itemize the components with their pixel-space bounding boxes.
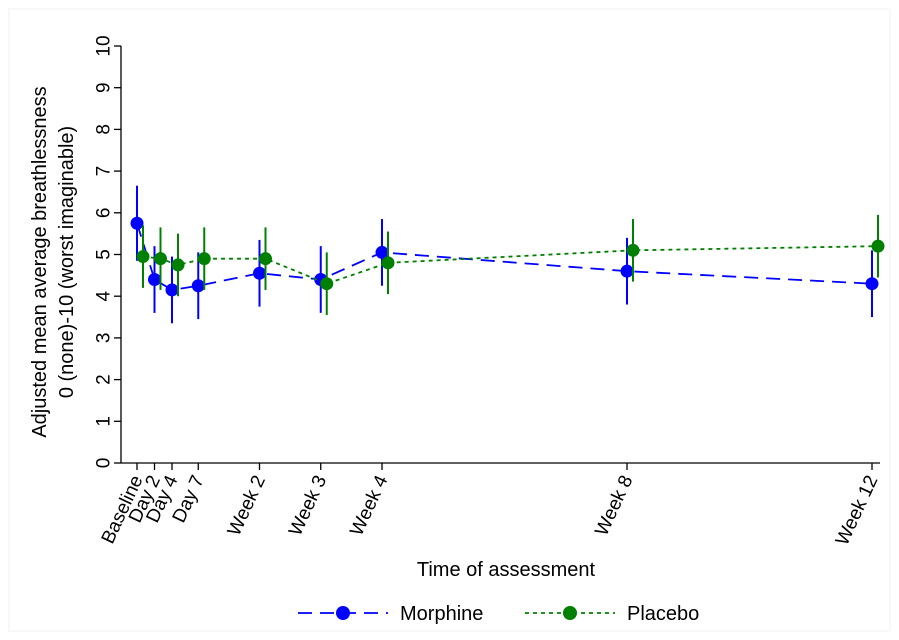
data-point-placebo bbox=[381, 256, 395, 270]
outer-frame bbox=[8, 8, 891, 632]
series-placebo bbox=[136, 214, 885, 315]
data-point-morphine bbox=[375, 245, 389, 259]
data-point-placebo bbox=[171, 258, 185, 272]
data-point-morphine bbox=[191, 279, 205, 293]
legend-label-morphine: Morphine bbox=[400, 603, 483, 625]
y-tick-label: 7 bbox=[94, 166, 115, 177]
y-tick-label: 1 bbox=[94, 416, 115, 427]
data-point-placebo bbox=[154, 252, 167, 266]
y-tick-label: 3 bbox=[94, 333, 115, 344]
y-tick-label: 6 bbox=[94, 208, 115, 219]
y-axis: 0 1 2 3 4 5 6 7 8 9 10 bbox=[94, 35, 122, 469]
data-point-placebo bbox=[197, 252, 211, 266]
data-point-morphine bbox=[165, 283, 179, 297]
y-tick-label: 9 bbox=[94, 82, 115, 93]
data-point-placebo bbox=[626, 243, 640, 257]
y-tick-label: 5 bbox=[94, 249, 115, 260]
data-point-placebo bbox=[871, 239, 885, 253]
data-point-morphine bbox=[865, 277, 879, 291]
data-point-morphine bbox=[130, 216, 144, 230]
y-tick-label: 0 bbox=[94, 458, 115, 469]
y-tick-label: 2 bbox=[94, 374, 115, 385]
y-axis-title-line2: 0 (none)-10 (worst imaginable) bbox=[56, 126, 78, 398]
data-point-placebo bbox=[320, 277, 334, 291]
data-point-morphine bbox=[253, 266, 266, 280]
y-tick-label: 4 bbox=[94, 290, 115, 301]
series-morphine bbox=[130, 185, 879, 324]
data-point-morphine bbox=[620, 264, 634, 278]
y-tick-label: 8 bbox=[94, 124, 115, 135]
y-axis-title-line1: Adjusted mean average breathlessness bbox=[29, 86, 51, 437]
data-point-morphine bbox=[148, 273, 161, 287]
x-axis-title: Time of assessment bbox=[417, 559, 596, 581]
legend-swatch-marker-morphine bbox=[336, 606, 350, 620]
series-layer bbox=[130, 185, 885, 324]
legend-label-placebo: Placebo bbox=[627, 603, 699, 625]
y-tick-label: 10 bbox=[94, 35, 115, 56]
data-point-placebo bbox=[136, 250, 150, 264]
data-point-placebo bbox=[259, 252, 272, 266]
series-line-placebo bbox=[142, 245, 879, 285]
legend-swatch-marker-placebo bbox=[563, 606, 577, 620]
legend: Morphine Placebo bbox=[298, 603, 699, 625]
